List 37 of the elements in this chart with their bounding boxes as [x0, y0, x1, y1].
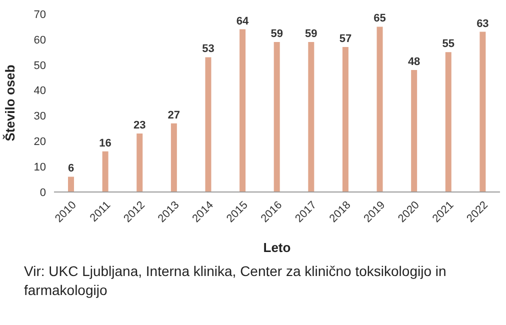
x-axis-title: Leto	[263, 240, 291, 255]
bar	[480, 32, 486, 192]
y-axis-title: Število oseb	[2, 64, 18, 142]
bar	[205, 57, 212, 192]
data-label: 64	[236, 15, 250, 28]
bar	[240, 29, 246, 192]
bar	[102, 151, 108, 192]
bar	[274, 42, 280, 192]
bar	[342, 47, 348, 192]
y-tick-label: 70	[34, 8, 46, 21]
data-label: 65	[374, 12, 386, 25]
bar	[170, 123, 177, 192]
data-label: 59	[270, 28, 283, 40]
data-label: 55	[442, 38, 455, 50]
y-tick-label: 10	[34, 161, 46, 174]
data-label: 63	[476, 18, 489, 30]
y-tick-label: 30	[34, 110, 46, 123]
bar	[68, 176, 74, 192]
data-label: 6	[68, 162, 74, 175]
data-label: 27	[168, 109, 180, 122]
data-label: 59	[305, 28, 318, 40]
data-label: 48	[408, 56, 420, 68]
y-tick-label: 40	[34, 85, 46, 98]
data-label: 57	[339, 33, 352, 46]
bar	[411, 70, 418, 192]
data-label: 53	[202, 43, 214, 56]
y-tick-label: 0	[40, 186, 46, 199]
bar	[136, 134, 143, 192]
y-tick-label: 20	[34, 136, 46, 148]
bar	[308, 42, 314, 192]
bar	[445, 52, 452, 192]
data-label: 16	[99, 137, 112, 150]
y-tick-label: 60	[34, 34, 46, 46]
bar	[376, 26, 383, 192]
text: Vir: UKC Ljubljana, Interna klinika, Center za klinično toksikologijo in farmakologijo	[24, 262, 448, 300]
y-tick-label: 50	[34, 60, 46, 72]
data-label: 23	[133, 120, 146, 132]
